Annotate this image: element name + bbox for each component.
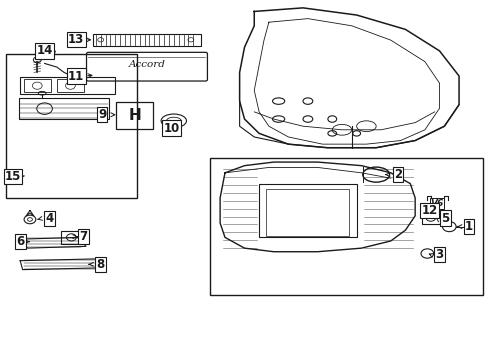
Bar bbox=[266, 189, 348, 235]
Text: 7: 7 bbox=[80, 230, 87, 243]
Text: 5: 5 bbox=[440, 212, 448, 225]
Bar bbox=[19, 98, 109, 119]
Bar bbox=[57, 79, 83, 92]
Bar bbox=[421, 211, 439, 224]
Text: 15: 15 bbox=[5, 170, 21, 183]
Text: Accord: Accord bbox=[128, 60, 165, 69]
Text: V6: V6 bbox=[429, 199, 443, 208]
Text: 1: 1 bbox=[464, 220, 472, 233]
Text: 14: 14 bbox=[36, 44, 53, 57]
Text: 9: 9 bbox=[98, 108, 106, 121]
Text: H: H bbox=[128, 108, 141, 123]
Text: 2: 2 bbox=[393, 168, 401, 181]
Text: 6: 6 bbox=[16, 235, 24, 248]
Text: 10: 10 bbox=[163, 122, 179, 135]
Bar bbox=[20, 77, 115, 94]
Bar bbox=[61, 231, 82, 244]
Bar bbox=[116, 102, 153, 129]
Text: 4: 4 bbox=[45, 212, 54, 225]
Bar bbox=[210, 158, 483, 295]
Text: 11: 11 bbox=[68, 69, 84, 82]
Text: 8: 8 bbox=[96, 258, 104, 271]
Text: 12: 12 bbox=[421, 204, 437, 217]
Bar bbox=[24, 79, 51, 92]
Bar bbox=[5, 54, 137, 198]
Text: 13: 13 bbox=[68, 33, 84, 46]
Bar bbox=[73, 75, 83, 80]
Bar bbox=[93, 34, 200, 45]
Text: 3: 3 bbox=[435, 248, 443, 261]
Bar bbox=[259, 184, 356, 237]
